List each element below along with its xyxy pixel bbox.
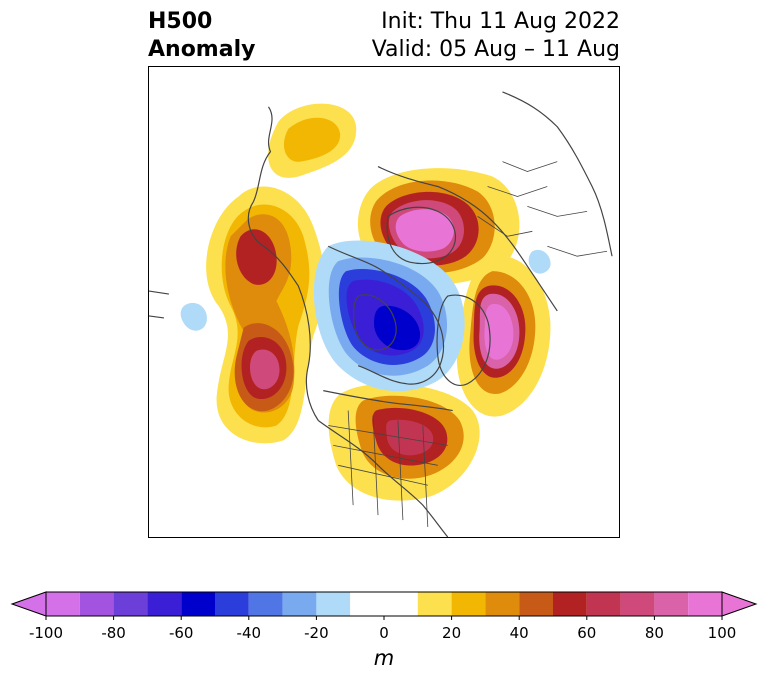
map-title-left: H500 Anomaly (148, 8, 255, 64)
colorbar-tick-label: 40 (509, 624, 529, 642)
map-title-right: Init: Thu 11 Aug 2022 Valid: 05 Aug – 11… (372, 8, 620, 64)
country-border-us-canada (323, 390, 453, 412)
colorbar-bin (248, 592, 283, 616)
coastline-scandinavia (386, 206, 457, 265)
colorbar-bin (620, 592, 655, 616)
colorbar-tick-label: -60 (168, 624, 194, 642)
colorbar (10, 591, 758, 620)
colorbar-extend-high (721, 591, 758, 617)
colorbar-bin (451, 592, 486, 616)
colorbar-ticks: -100 -80 -60 -40 -20 0 20 40 60 80 100 (0, 624, 768, 644)
colorbar-bin (654, 592, 689, 616)
colorbar-bin (113, 592, 148, 616)
geography-lines (149, 91, 613, 537)
colorbar-bin (282, 592, 317, 616)
anomaly-russia-negative (528, 249, 551, 274)
colorbar-bin (688, 592, 722, 616)
colorbar-tick-label: 100 (707, 624, 737, 642)
coastline-alaska (247, 106, 319, 421)
country-borders-europe (477, 161, 608, 257)
colorbar-bin (519, 592, 553, 616)
coastline-arctic-canada (327, 245, 445, 385)
colorbar-tick-label: 80 (644, 624, 664, 642)
anomaly-map (148, 66, 620, 538)
anomaly-alaska-inner (283, 117, 341, 162)
anomaly-great-lakes-60 (386, 419, 434, 456)
colorbar-tick-label: -40 (236, 624, 262, 642)
colorbar-unit-label: m (373, 646, 395, 670)
valid-range: Valid: 05 Aug – 11 Aug (371, 37, 620, 62)
colorbar-svg (10, 591, 758, 620)
colorbar-bin (316, 592, 351, 616)
anomaly-scandinavia-90 (395, 209, 454, 252)
map-canvas (149, 91, 613, 537)
title-field: Anomaly (148, 37, 256, 62)
coastline-hudson-bay (353, 294, 397, 351)
colorbar-tick-label: -20 (304, 624, 329, 642)
coastline-east-coast (317, 420, 449, 537)
colorbar-tick-label: 20 (442, 624, 462, 642)
colorbar-tick-label: 0 (379, 624, 389, 642)
anomaly-atlantic-90 (484, 303, 514, 360)
colorbar-bin (553, 592, 587, 616)
coastline-greenland (436, 294, 491, 386)
state-boundaries (328, 410, 448, 528)
colorbar-bin (181, 592, 215, 616)
coastline-pacific (149, 290, 170, 319)
colorbar-tick-label: 60 (577, 624, 597, 642)
colorbar-tick-label: -80 (101, 624, 126, 642)
colorbar-bin (147, 592, 182, 616)
anomaly-gulf-alaska-60 (236, 229, 277, 285)
anomaly-shading (180, 103, 551, 501)
title-variable: H500 (148, 9, 213, 34)
colorbar-tick-label: -100 (28, 624, 64, 642)
colorbar-bin (350, 592, 418, 616)
colorbar-bin (215, 592, 249, 616)
colorbar-extend-low (10, 591, 47, 617)
colorbar-bin (485, 592, 520, 616)
anomaly-pnw-70 (249, 349, 280, 390)
coastline-europe (377, 166, 558, 312)
colorbar-bin (417, 592, 452, 616)
coastline-russia (502, 91, 613, 257)
init-time: Init: Thu 11 Aug 2022 (381, 9, 620, 34)
colorbar-bin (79, 592, 114, 616)
anomaly-hudson-core (374, 305, 421, 351)
colorbar-bin (586, 592, 621, 616)
colorbar-bin (46, 592, 80, 616)
anomaly-pacific-negative (180, 302, 207, 331)
